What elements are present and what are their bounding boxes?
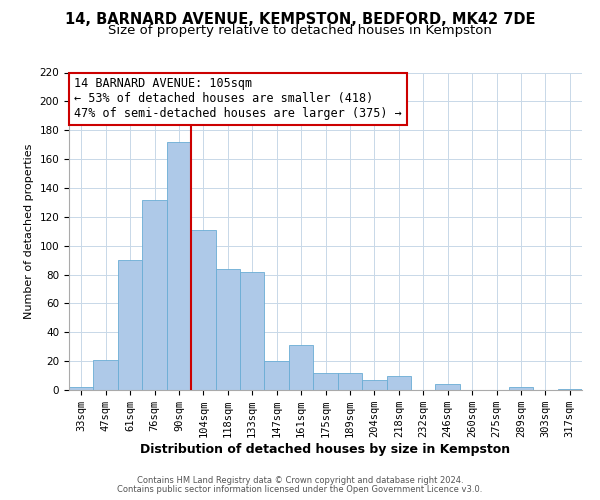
Text: Contains HM Land Registry data © Crown copyright and database right 2024.: Contains HM Land Registry data © Crown c…: [137, 476, 463, 485]
Bar: [313, 372, 338, 390]
Bar: [118, 260, 142, 390]
Bar: [94, 360, 118, 390]
Text: Contains public sector information licensed under the Open Government Licence v3: Contains public sector information licen…: [118, 485, 482, 494]
Bar: [167, 142, 191, 390]
Bar: [215, 269, 240, 390]
Bar: [338, 372, 362, 390]
Bar: [557, 388, 582, 390]
Bar: [362, 380, 386, 390]
Text: 14 BARNARD AVENUE: 105sqm
← 53% of detached houses are smaller (418)
47% of semi: 14 BARNARD AVENUE: 105sqm ← 53% of detac…: [74, 78, 402, 120]
Y-axis label: Number of detached properties: Number of detached properties: [24, 144, 34, 319]
Bar: [240, 272, 265, 390]
Bar: [191, 230, 215, 390]
Text: Size of property relative to detached houses in Kempston: Size of property relative to detached ho…: [108, 24, 492, 37]
Text: 14, BARNARD AVENUE, KEMPSTON, BEDFORD, MK42 7DE: 14, BARNARD AVENUE, KEMPSTON, BEDFORD, M…: [65, 12, 535, 28]
Bar: [289, 346, 313, 390]
Bar: [386, 376, 411, 390]
Bar: [509, 387, 533, 390]
X-axis label: Distribution of detached houses by size in Kempston: Distribution of detached houses by size …: [140, 443, 511, 456]
Bar: [265, 361, 289, 390]
Bar: [142, 200, 167, 390]
Bar: [69, 387, 94, 390]
Bar: [436, 384, 460, 390]
